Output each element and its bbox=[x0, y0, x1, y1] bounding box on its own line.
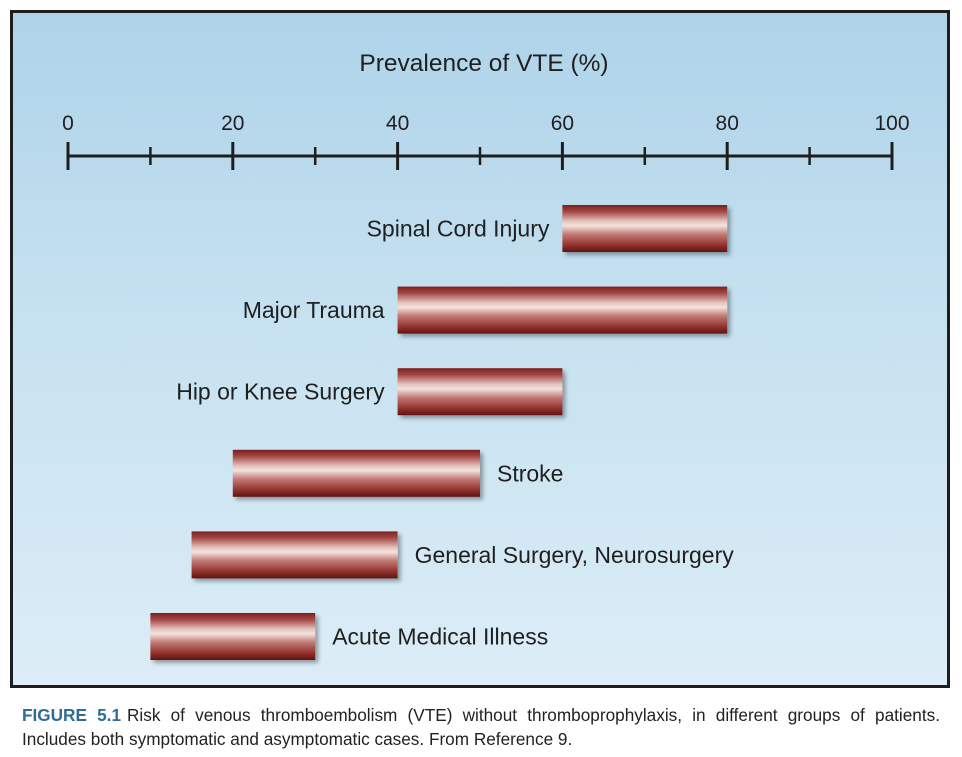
bar-label: Acute Medical Illness bbox=[332, 624, 548, 650]
bar bbox=[150, 613, 316, 660]
caption-text: Risk of venous thromboembolism (VTE) wit… bbox=[22, 705, 940, 749]
tick-label: 100 bbox=[874, 112, 909, 135]
tick-label: 80 bbox=[716, 112, 739, 135]
bar bbox=[397, 368, 563, 416]
bar bbox=[397, 286, 728, 334]
x-axis: 0 20 40 60 80 100 bbox=[62, 112, 910, 170]
figure-caption: FIGURE 5.1 Risk of venous thromboembolism… bbox=[22, 703, 940, 751]
bar-label: Major Trauma bbox=[243, 297, 385, 323]
bar-label: General Surgery, Neurosurgery bbox=[415, 542, 735, 568]
tick-label: 40 bbox=[386, 112, 409, 135]
chart-title: Prevalence of VTE (%) bbox=[359, 50, 608, 77]
chart-frame: Prevalence of VTE (%) 0 20 40 60 80 100 Spina… bbox=[10, 10, 950, 688]
caption-label: FIGURE 5.1 bbox=[22, 705, 122, 725]
bar-label: Stroke bbox=[497, 460, 563, 486]
tick-label: 60 bbox=[551, 112, 574, 135]
bar-label: Hip or Knee Surgery bbox=[176, 379, 385, 405]
bar-label: Spinal Cord Injury bbox=[367, 216, 550, 242]
tick-label: 0 bbox=[62, 112, 74, 135]
bars: Spinal Cord Injury Major Trauma Hip or Kne… bbox=[150, 205, 734, 660]
bar bbox=[232, 449, 480, 497]
tick-label: 20 bbox=[221, 112, 244, 135]
bar bbox=[562, 205, 728, 252]
vte-prevalence-chart: Prevalence of VTE (%) 0 20 40 60 80 100 Spina… bbox=[62, 50, 910, 660]
bar bbox=[191, 531, 398, 579]
